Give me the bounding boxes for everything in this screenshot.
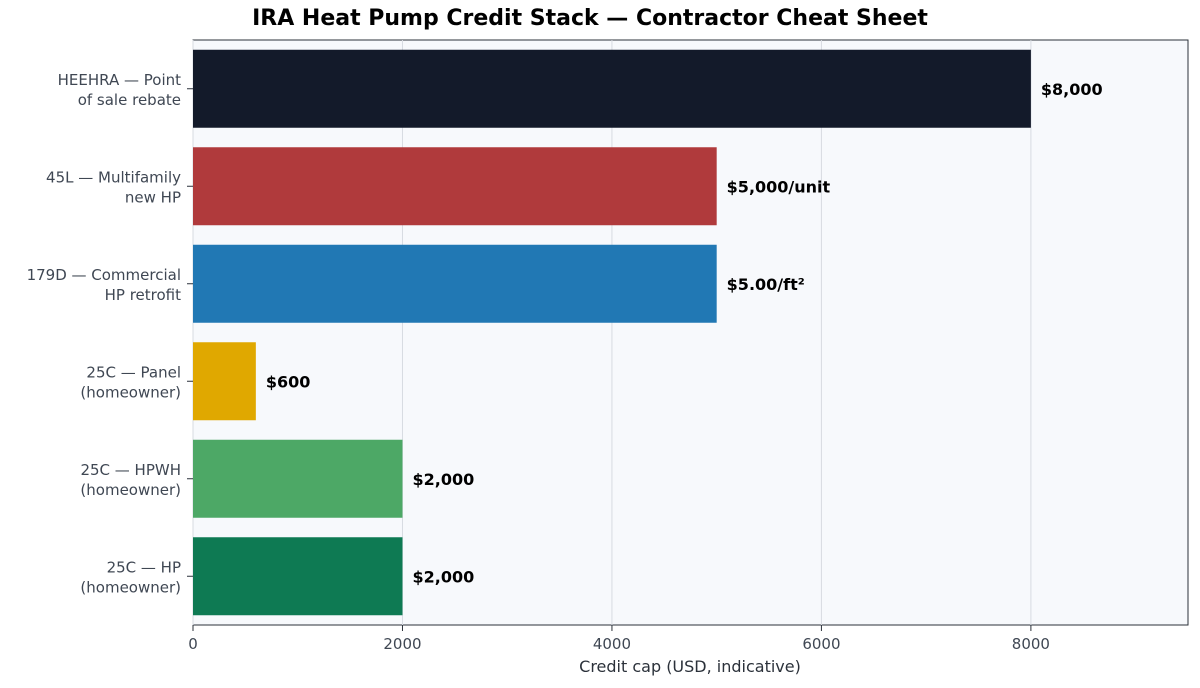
bar-value-label: $2,000 bbox=[412, 470, 474, 489]
y-tick-label: 179D — Commercial HP retrofit bbox=[27, 266, 182, 304]
y-tick-label: 45L — Multifamily new HP bbox=[46, 168, 181, 206]
x-tick-label: 4000 bbox=[593, 635, 631, 653]
chart-title: IRA Heat Pump Credit Stack — Contractor … bbox=[252, 6, 928, 31]
bar-value-label: $5,000/unit bbox=[727, 177, 831, 196]
y-tick-label: 25C — Panel (homeowner) bbox=[80, 363, 181, 401]
bars: $2,000 $2,000 $600 $5.00/ft² $5,000/unit $8,0… bbox=[193, 49, 1103, 616]
bar bbox=[193, 147, 717, 226]
bar-value-label: $2,000 bbox=[412, 567, 474, 586]
bar bbox=[193, 342, 256, 421]
x-tick-label: 2000 bbox=[383, 635, 421, 653]
bar bbox=[193, 537, 403, 616]
x-tick-label: 6000 bbox=[802, 635, 840, 653]
y-tick-label: HEEHRA — Point of sale rebate bbox=[58, 71, 181, 109]
x-tick-label: 8000 bbox=[1012, 635, 1050, 653]
bar bbox=[193, 49, 1031, 128]
y-tick-label: 25C — HP (homeowner) bbox=[80, 558, 181, 596]
grid-lines bbox=[192, 40, 1032, 625]
bar bbox=[193, 439, 403, 518]
y-ticks: 25C — HP (homeowner) 25C — HPWH (homeowner)… bbox=[27, 71, 193, 596]
bar-value-label: $600 bbox=[266, 372, 311, 391]
x-ticks: 0 2000 4000 6000 8000 bbox=[188, 625, 1050, 653]
plot-area bbox=[192, 39, 1189, 626]
y-tick-label: 25C — HPWH (homeowner) bbox=[80, 461, 181, 499]
bar bbox=[193, 244, 717, 323]
x-axis-label: Credit cap (USD, indicative) bbox=[579, 657, 801, 676]
x-tick-label: 0 bbox=[188, 635, 198, 653]
bar-value-label: $5.00/ft² bbox=[727, 275, 805, 294]
bar-value-label: $8,000 bbox=[1041, 80, 1103, 99]
